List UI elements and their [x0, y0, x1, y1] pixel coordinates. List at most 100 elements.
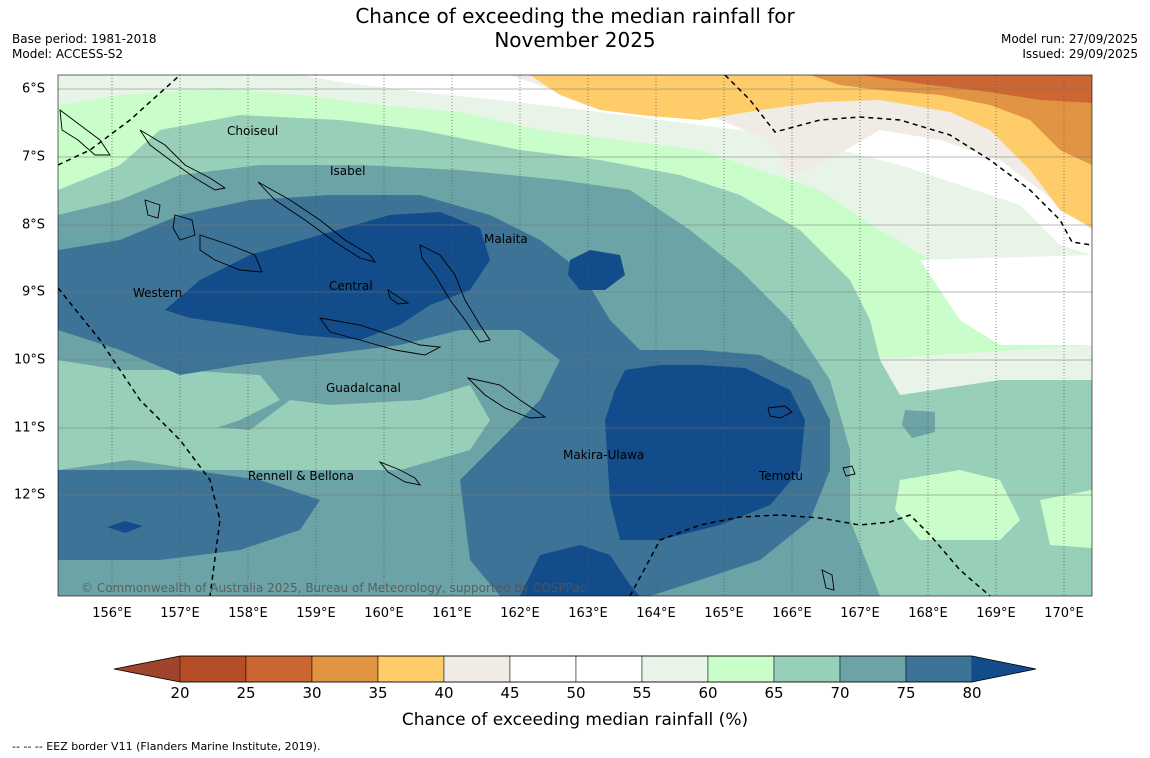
lon-label: 163°E [568, 606, 608, 621]
lon-label: 159°E [296, 606, 336, 621]
malaita-island [419, 244, 491, 343]
region-label-rennell-bellona: Rennell & Bellona [248, 469, 355, 483]
eez-footnote: -- -- -- EEZ border V11 (Flanders Marine… [12, 740, 321, 753]
lat-label: 8°S [22, 217, 46, 233]
colorbar-swatch [905, 655, 973, 683]
colorbar-tick: 50 [566, 684, 586, 702]
western-island-2 [199, 234, 263, 273]
vanuatu-island [821, 569, 835, 591]
region-label-isabel: Isabel [330, 164, 366, 178]
colorbar-tick: 20 [170, 684, 190, 702]
temotu-island-2 [842, 465, 856, 477]
lon-label: 170°E [1044, 606, 1084, 621]
lat-label: 7°S [22, 149, 46, 165]
field-80-south [520, 545, 640, 596]
lon-label: 160°E [364, 606, 404, 621]
lon-label: 161°E [432, 606, 472, 621]
field-80-small [568, 250, 625, 290]
colorbar-tick: 70 [830, 684, 850, 702]
colorbar-swatch [707, 655, 775, 683]
lat-label: 11°S [14, 420, 46, 436]
lon-label: 168°E [908, 606, 948, 621]
colorbar-swatch [377, 655, 445, 683]
guadalcanal-island [318, 317, 442, 356]
field-80-central [165, 212, 490, 340]
colorbar-tick: 45 [500, 684, 520, 702]
issued-date: Issued: 29/09/2025 [1022, 47, 1138, 61]
choiseul-island [139, 129, 227, 191]
field-30-35 [810, 75, 1092, 165]
region-label-western: Western [133, 286, 183, 300]
colorbar-tick: 25 [236, 684, 256, 702]
colorbar-swatch [245, 655, 313, 683]
region-label-makira-ulawa: Makira-Ulawa [563, 448, 645, 462]
colorbar-swatch [773, 655, 841, 683]
region-label-choiseul: Choiseul [227, 124, 279, 138]
model-run: Model run: 27/09/2025 [1000, 32, 1138, 46]
map-title: Chance of exceeding the median rainfall … [0, 4, 1150, 52]
colorbar-swatch [641, 655, 709, 683]
colorbar-extend-low [114, 656, 180, 682]
colorbar-swatch [575, 655, 643, 683]
field-80-west [107, 521, 143, 533]
rennell-island [378, 460, 422, 486]
western-island-1 [172, 214, 196, 241]
colorbar-tick: 80 [962, 684, 982, 702]
colorbar-swatch [443, 655, 511, 683]
western-island-3 [144, 199, 161, 219]
lon-label: 169°E [976, 606, 1016, 621]
region-label-central: Central [329, 279, 373, 293]
grid-parallels [58, 88, 1092, 496]
colorbar-tick: 35 [368, 684, 388, 702]
lon-label: 157°E [160, 606, 200, 621]
lon-label: 165°E [704, 606, 744, 621]
region-label-malaita: Malaita [484, 232, 528, 246]
colorbar-extend-high [972, 656, 1036, 682]
colorbar-tick: 55 [632, 684, 652, 702]
field-40-45 [510, 75, 1092, 230]
lat-label: 9°S [22, 284, 46, 300]
colorbar-label: Chance of exceeding median rainfall (%) [401, 710, 749, 730]
copyright-notice: © Commonwealth of Australia 2025, Bureau… [81, 581, 587, 595]
lat-label: 6°S [22, 81, 46, 97]
coastlines [59, 109, 856, 591]
map-title-line2: November 2025 [494, 28, 656, 52]
region-label-temotu: Temotu [759, 469, 804, 483]
lon-label: 167°E [840, 606, 880, 621]
isabel-island [257, 181, 377, 263]
field-small-70-75 [902, 410, 935, 438]
eez-border [58, 75, 1092, 596]
field-80-makira [605, 365, 805, 540]
bougainville-island [59, 109, 111, 156]
lat-label: 12°S [14, 487, 46, 503]
lon-label: 166°E [772, 606, 812, 621]
field-75-80-b [58, 470, 320, 560]
contour-fields [58, 75, 1092, 596]
meta-right: Model run: 27/09/2025 Issued: 29/09/2025 [1001, 32, 1138, 62]
lon-label: 162°E [500, 606, 540, 621]
colorbar-swatch [839, 655, 907, 683]
field-35-40 [530, 75, 1092, 228]
meta-left: Base period: 1981-2018 Model: ACCESS-S2 [12, 32, 157, 62]
colorbar-tick: 40 [434, 684, 454, 702]
colorbar-tick: 60 [698, 684, 718, 702]
field-e-light [1040, 490, 1092, 548]
map-title-line1: Chance of exceeding the median rainfall … [355, 4, 795, 28]
colorbar-tick: 65 [764, 684, 784, 702]
field-white-patch [920, 255, 1092, 345]
temotu-island [767, 405, 793, 419]
colorbar-tick: 30 [302, 684, 322, 702]
lon-label: 156°E [92, 606, 132, 621]
colorbar [113, 655, 1037, 683]
model-name: Model: ACCESS-S2 [12, 47, 124, 61]
lon-label: 164°E [636, 606, 676, 621]
central-island [387, 288, 410, 305]
colorbar-swatch [179, 655, 247, 683]
map-frame [57, 74, 1093, 597]
colorbar-swatch [509, 655, 577, 683]
lon-label: 158°E [228, 606, 268, 621]
makira-island [466, 377, 547, 419]
region-label-guadalcanal: Guadalcanal [326, 381, 401, 395]
field-65-70-b [130, 385, 490, 470]
